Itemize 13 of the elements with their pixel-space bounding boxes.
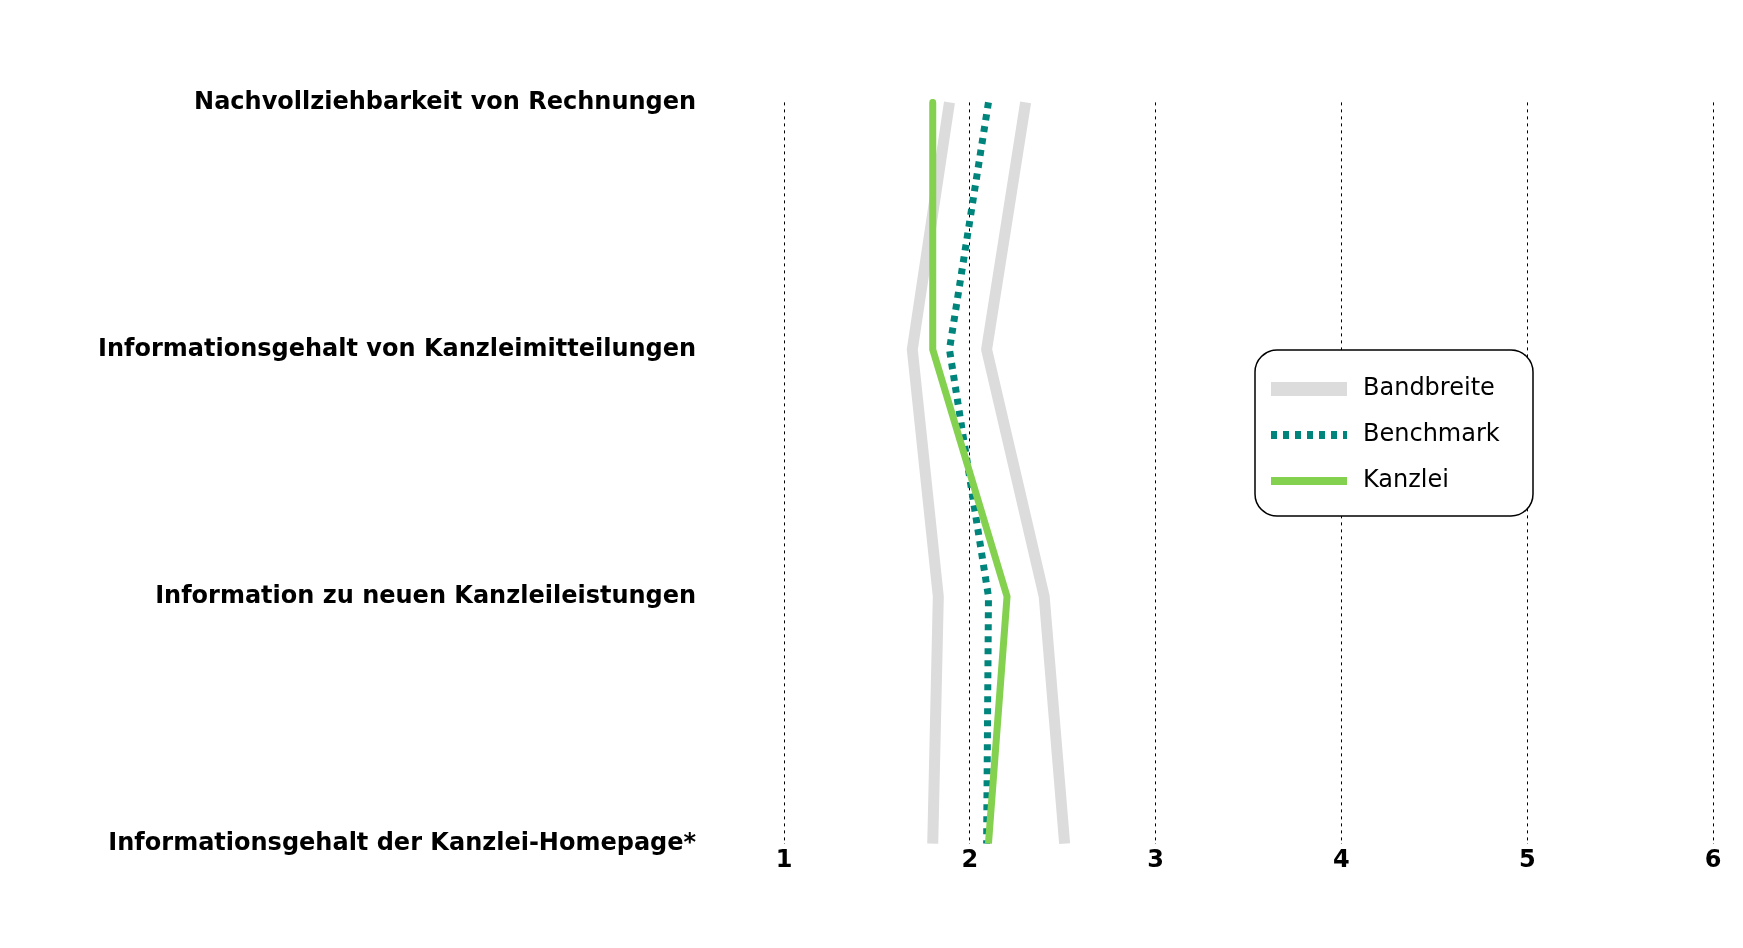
x-tick-label: 6 xyxy=(1704,845,1722,874)
y-tick-label: Informationsgehalt von Kanzleimitteilungen xyxy=(97,333,697,362)
x-tick-label: 1 xyxy=(775,845,793,874)
x-tick-label: 4 xyxy=(1333,845,1350,874)
x-tick-label: 3 xyxy=(1147,845,1165,874)
y-tick-label: Informationsgehalt der Kanzlei-Homepage* xyxy=(108,827,697,856)
y-tick-label: Nachvollziehbarkeit von Rechnungen xyxy=(194,86,697,115)
legend-label: Bandbreite xyxy=(1363,373,1495,402)
x-tick-label: 5 xyxy=(1518,845,1536,874)
x-tick-label: 2 xyxy=(961,845,979,874)
legend-label: Benchmark xyxy=(1363,419,1500,448)
y-tick-label: Information zu neuen Kanzleileistungen xyxy=(155,580,697,609)
legend-label: Kanzlei xyxy=(1363,465,1449,494)
